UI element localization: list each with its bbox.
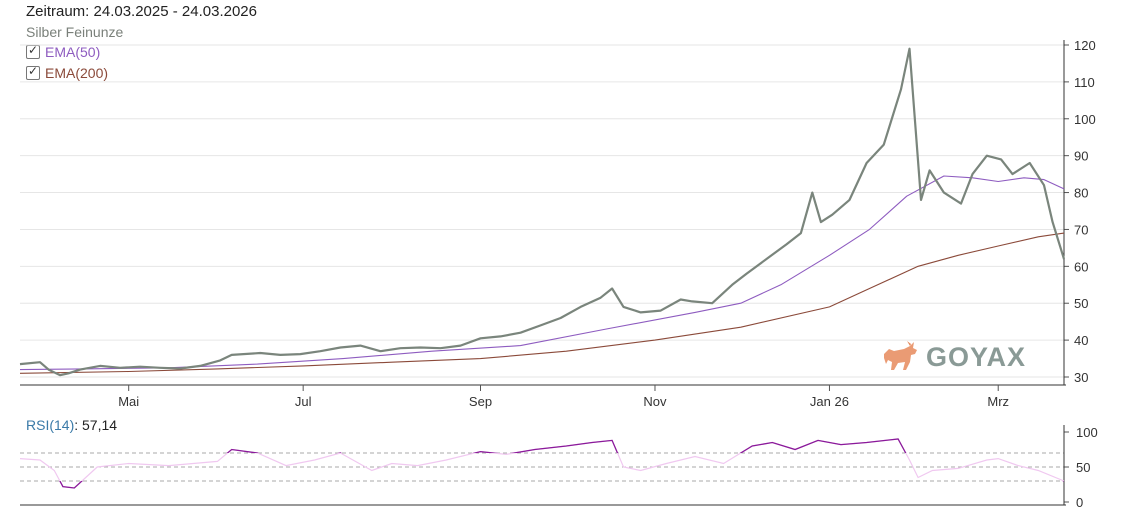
legend-label-ema50: EMA(50): [45, 44, 101, 60]
rsi-y-tick-label: 50: [1076, 460, 1090, 475]
price-line: [19, 47, 1066, 377]
rsi-readout: RSI(14): 57,14: [26, 417, 117, 433]
y-tick-label: 80: [1074, 186, 1088, 201]
rsi-y-tick-label: 100: [1076, 425, 1098, 440]
rsi-value: 57,14: [82, 417, 118, 433]
instrument-name: Silber Feinunze: [26, 24, 124, 40]
ema200-line: [19, 232, 1065, 374]
goyax-logo: GOYAX: [880, 340, 1026, 374]
rsi-name: RSI(14): [26, 417, 75, 433]
y-tick-label: 40: [1074, 333, 1088, 348]
y-tick-label: 30: [1074, 370, 1088, 385]
x-tick-label: Nov: [643, 394, 667, 409]
logo-text: GOYAX: [926, 341, 1027, 372]
y-tick-label: 110: [1074, 75, 1095, 90]
y-tick-label: 90: [1074, 149, 1088, 164]
period-title: Zeitraum: 24.03.2025 - 24.03.2026: [26, 3, 257, 20]
rsi-y-tick-label: 0: [1076, 495, 1083, 510]
ema50-line: [19, 175, 1065, 371]
y-tick-label: 120: [1074, 38, 1096, 53]
x-tick-label: Mai: [118, 394, 139, 409]
x-tick-label: Sep: [469, 394, 492, 409]
x-tick-label: Jul: [295, 394, 312, 409]
legend-label-ema200: EMA(200): [45, 65, 109, 81]
bull-icon: [884, 341, 917, 370]
y-tick-label: 50: [1074, 296, 1088, 311]
y-tick-label: 60: [1074, 259, 1088, 274]
x-tick-label: Jan 26: [810, 394, 849, 409]
legend-toggle-ema200[interactable]: EMA(200): [26, 64, 109, 81]
rsi-separator: :: [74, 417, 83, 433]
checkbox-icon[interactable]: [26, 64, 40, 80]
y-tick-label: 70: [1074, 222, 1088, 237]
x-tick-label: Mrz: [987, 394, 1009, 409]
y-tick-label: 100: [1074, 112, 1096, 127]
